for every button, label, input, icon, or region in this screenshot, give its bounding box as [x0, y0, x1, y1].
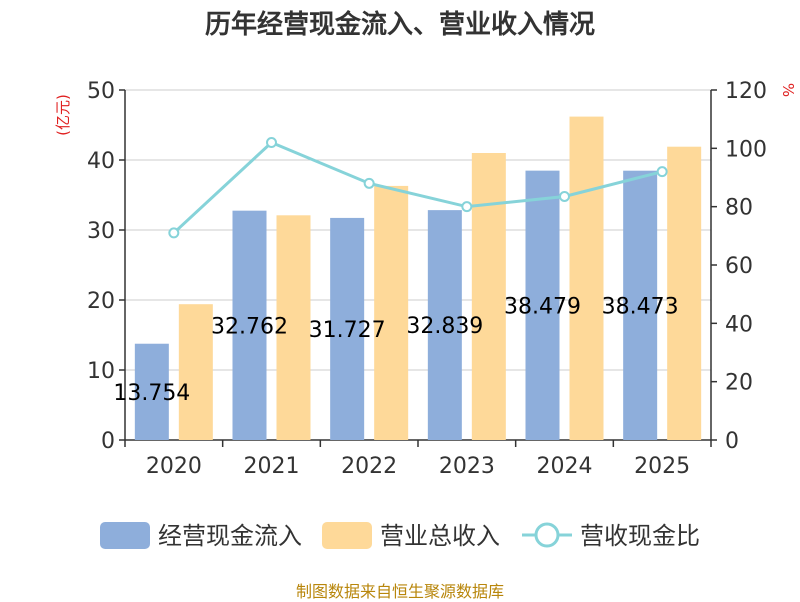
- ratio-point-2023: [461, 201, 473, 213]
- right-tick-label: 100: [725, 137, 767, 162]
- ratio-point-2025: [656, 166, 668, 178]
- grid-lines: [125, 89, 711, 371]
- legend-revenue-label: 营业总收入: [380, 522, 500, 550]
- bars: [134, 116, 702, 440]
- cash-inflow-label-2021: 32.762: [211, 314, 288, 339]
- legend-revenue-swatch: [322, 522, 372, 549]
- cash-inflow-label-2020: 13.754: [113, 381, 190, 406]
- ratio-point-2022: [363, 177, 375, 189]
- ratio-point-2024: [559, 190, 570, 202]
- ratio-point-2021: [266, 137, 277, 148]
- cash-inflow-bar-2023: [427, 210, 462, 440]
- cash-inflow-label-2024: 38.479: [504, 294, 581, 319]
- left-tick-label: 20: [87, 289, 115, 314]
- x-tick-label: 2022: [341, 454, 397, 479]
- cash-inflow-bar-2020: [134, 343, 169, 440]
- cash-inflow-bar-2024: [525, 170, 560, 440]
- revenue-bar-2020: [178, 304, 213, 440]
- x-tick-label: 2024: [537, 454, 593, 479]
- legend-ratio-swatch-marker: [534, 522, 560, 548]
- revenue-bar-2024: [569, 116, 604, 440]
- revenue-bar-2022: [374, 185, 409, 440]
- chart-title: 历年经营现金流入、营业收入情况: [204, 10, 595, 40]
- right-tick-label: 0: [725, 429, 739, 454]
- cash-inflow-bar-2025: [623, 170, 658, 440]
- left-tick-label: 0: [101, 429, 115, 454]
- right-axis-unit: %: [779, 83, 797, 97]
- ratio-line: [168, 137, 668, 239]
- left-tick-label: 50: [87, 79, 115, 104]
- ratio-point-2020: [168, 227, 180, 239]
- axes: 0 10 20 30 40 50 0 20 40 60 80 100 120 (亿元)% 2020 2021 2…: [54, 79, 797, 479]
- cash-inflow-bar-2022: [330, 217, 365, 440]
- revenue-bar-2023: [471, 153, 506, 440]
- cash-inflow-label-2022: 31.727: [309, 318, 386, 343]
- cash-inflow-label-2023: 32.839: [406, 314, 483, 339]
- ratio-polyline: [172, 140, 663, 235]
- x-tick-label: 2025: [634, 454, 690, 479]
- right-tick-label: 40: [725, 312, 753, 337]
- right-tick-label: 60: [725, 254, 753, 279]
- legend-ratio-label: 营收现金比: [580, 522, 700, 550]
- cash-inflow-bar-2021: [232, 210, 267, 440]
- revenue-bar-2021: [276, 215, 311, 440]
- right-tick-label: 20: [725, 371, 753, 396]
- right-tick-label: 80: [725, 196, 753, 221]
- right-tick-label: 120: [725, 79, 767, 104]
- legend-ratio: 营收现金比: [522, 522, 700, 550]
- x-tick-label: 2020: [146, 454, 202, 479]
- x-tick-label: 2021: [244, 454, 300, 479]
- left-tick-label: 10: [87, 359, 115, 384]
- cash-inflow-label-2025: 38.473: [602, 294, 679, 319]
- left-tick-label: 40: [87, 149, 115, 174]
- revenue-bar-2025: [667, 146, 702, 440]
- left-axis-unit: (亿元): [54, 94, 72, 136]
- legend-cash-inflow: 经营现金流入: [100, 522, 302, 550]
- legend-cash-inflow-label: 经营现金流入: [158, 522, 302, 550]
- left-tick-label: 30: [87, 219, 115, 244]
- data-labels: 13.754 32.762 31.727 32.839 38.479 38.473: [113, 294, 678, 406]
- source-note: 制图数据来自恒生聚源数据库: [295, 582, 504, 601]
- legend: 经营现金流入 营业总收入 营收现金比: [100, 522, 700, 550]
- legend-revenue: 营业总收入: [322, 522, 500, 550]
- x-tick-label: 2023: [439, 454, 495, 479]
- legend-cash-inflow-swatch: [100, 522, 150, 549]
